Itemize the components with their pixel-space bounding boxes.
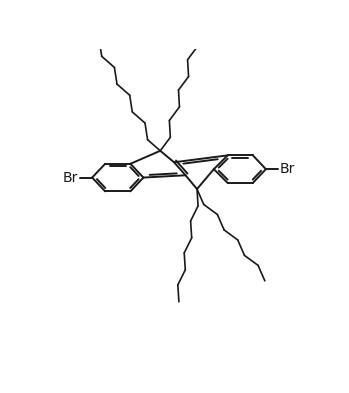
Text: Br: Br bbox=[280, 162, 295, 176]
Text: Br: Br bbox=[63, 171, 79, 185]
